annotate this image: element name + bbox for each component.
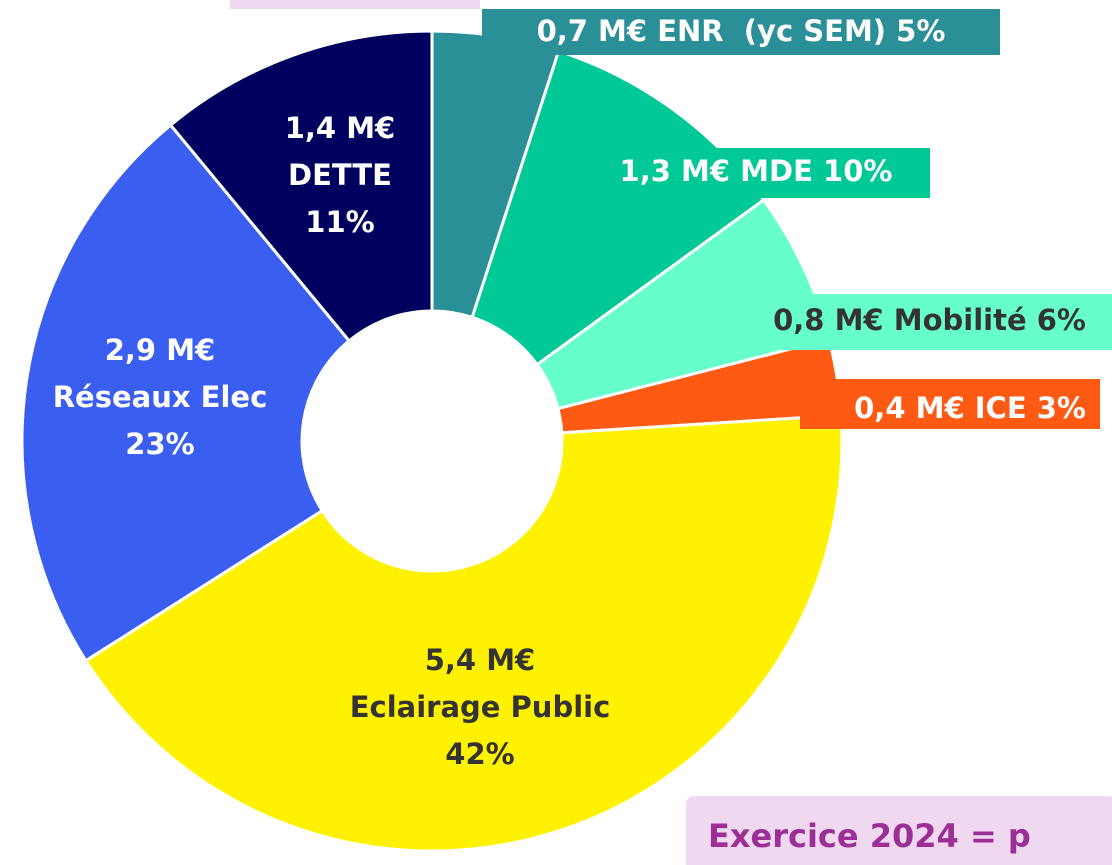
data-label-part: ICE xyxy=(975,391,1027,425)
data-label-part: 11% xyxy=(305,205,374,239)
data-label-part: 5% xyxy=(896,14,945,48)
data-label: 0,7 M€ ENR (yc SEM) 5% xyxy=(537,14,946,48)
data-label-part: 42% xyxy=(445,737,514,771)
data-label: Réseaux Elec xyxy=(53,380,268,414)
annotation-box xyxy=(686,796,1112,865)
data-label-part: 2,9 M€ xyxy=(105,333,216,367)
data-label-part: 23% xyxy=(125,427,194,461)
data-label-part: 0,4 M€ xyxy=(854,391,965,425)
slice xyxy=(83,413,844,853)
data-label: DETTE xyxy=(288,158,392,192)
data-label: 0,8 M€ Mobilité 6% xyxy=(773,303,1086,337)
data-label: 2,9 M€ xyxy=(105,333,216,367)
labels: 0,7 M€ ENR (yc SEM) 5% 1,3 M€ MDE 10% 0,8 … xyxy=(53,9,1112,771)
annotation: Exercice 2024 = p xyxy=(708,817,1031,855)
data-label: Eclairage Public xyxy=(350,690,611,724)
data-label: 1,3 M€ MDE 10% xyxy=(620,154,893,188)
data-label-part: 3% xyxy=(1037,391,1086,425)
data-label-part: 6% xyxy=(1037,303,1086,337)
data-label: 5,4 M€ xyxy=(425,643,536,677)
data-label-part: 5,4 M€ xyxy=(425,643,536,677)
data-label-part: 10% xyxy=(823,154,892,188)
slice xyxy=(20,122,352,663)
data-label: 42% xyxy=(445,737,514,771)
label-box xyxy=(800,379,1100,429)
data-label: 11% xyxy=(305,205,374,239)
data-label-part: ENR (yc SEM) xyxy=(657,14,886,48)
label-box xyxy=(712,294,1112,350)
top-banner xyxy=(230,0,480,9)
label-box xyxy=(582,148,930,198)
data-label: 0,4 M€ ICE 3% xyxy=(854,391,1086,425)
data-label-part: DETTE xyxy=(288,158,392,192)
slices xyxy=(20,29,844,853)
data-label-part: Réseaux Elec xyxy=(53,380,268,414)
data-label-part: 0,7 M€ xyxy=(537,14,648,48)
label-box xyxy=(482,9,1000,55)
data-label-part: 1,4 M€ xyxy=(285,111,396,145)
data-label-part: Eclairage Public xyxy=(350,690,611,724)
slice xyxy=(168,29,434,343)
data-label: 1,4 M€ xyxy=(285,111,396,145)
data-label-part: Mobilité xyxy=(894,303,1027,337)
data-label-part: 0,8 M€ xyxy=(773,303,884,337)
data-label-part: MDE xyxy=(740,154,813,188)
data-label-part: 1,3 M€ xyxy=(620,154,731,188)
data-label: 23% xyxy=(125,427,194,461)
